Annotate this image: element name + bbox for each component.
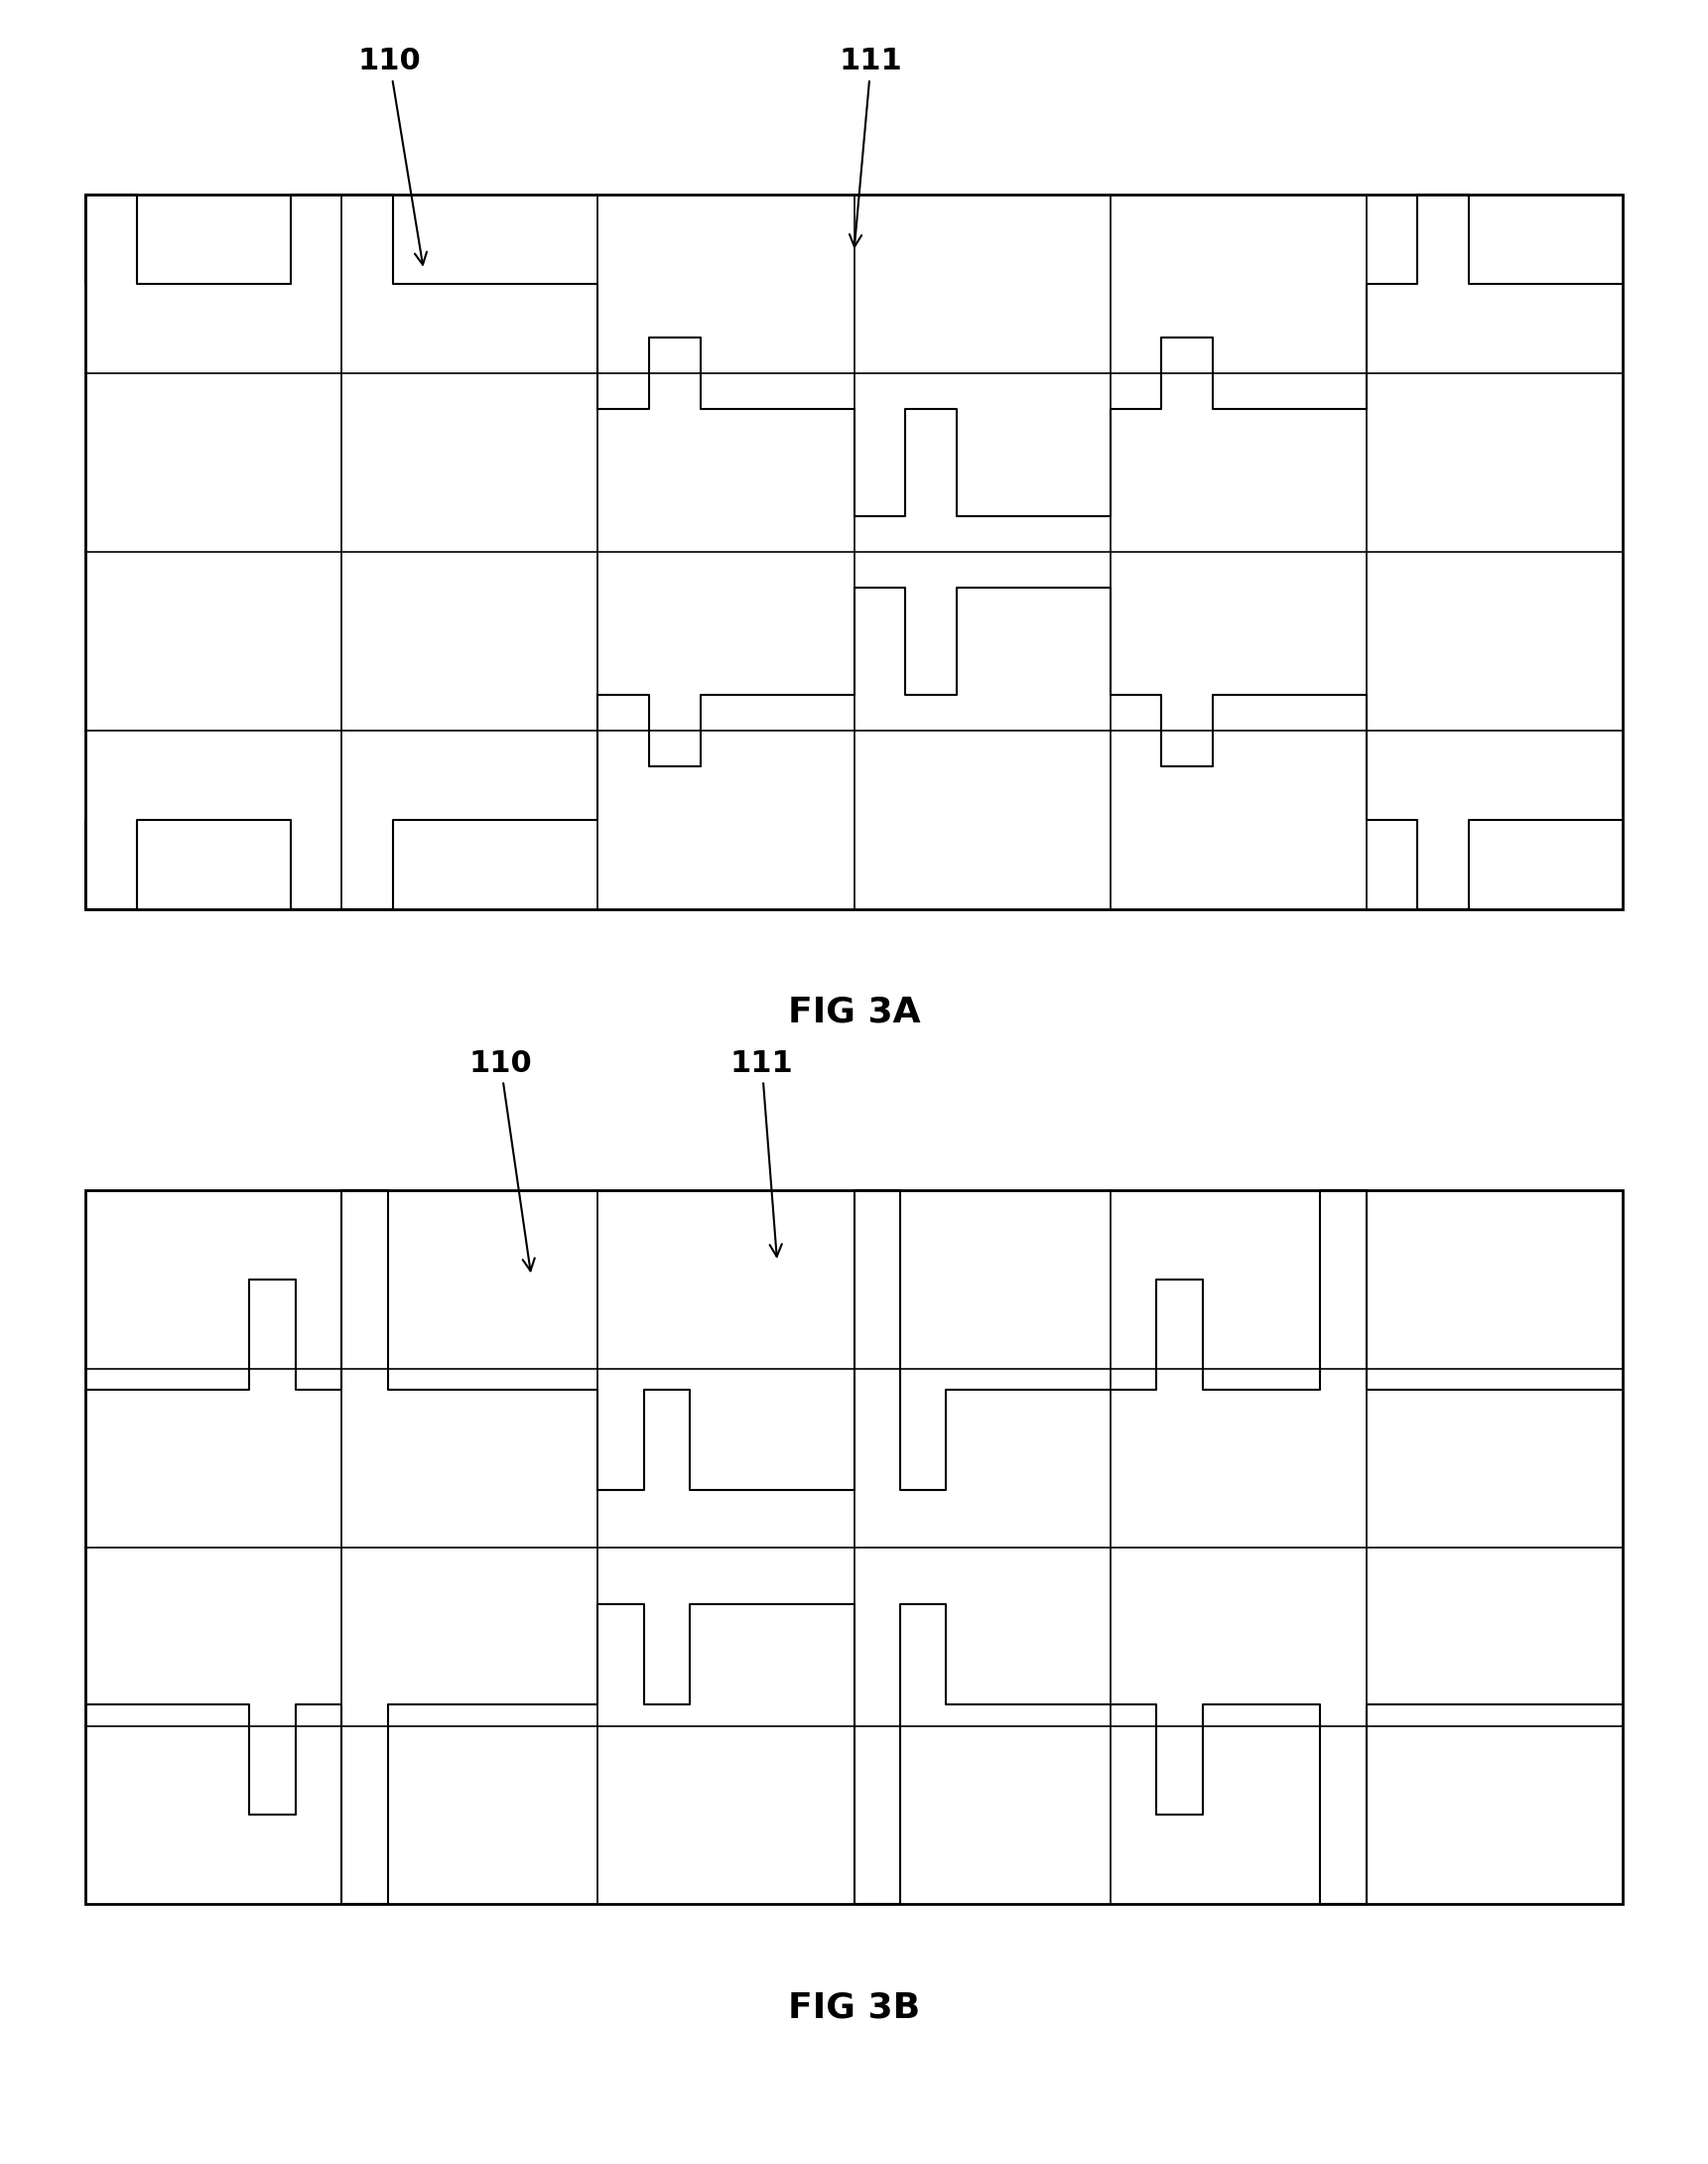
Text: 111: 111 bbox=[729, 1050, 794, 1257]
Text: 111: 111 bbox=[839, 48, 904, 247]
Text: 110: 110 bbox=[357, 48, 427, 264]
Bar bbox=[85, 1190, 1623, 1904]
Bar bbox=[85, 195, 1623, 909]
Text: 110: 110 bbox=[468, 1050, 535, 1270]
Text: FIG 3B: FIG 3B bbox=[787, 1991, 921, 2026]
Text: FIG 3A: FIG 3A bbox=[787, 995, 921, 1030]
